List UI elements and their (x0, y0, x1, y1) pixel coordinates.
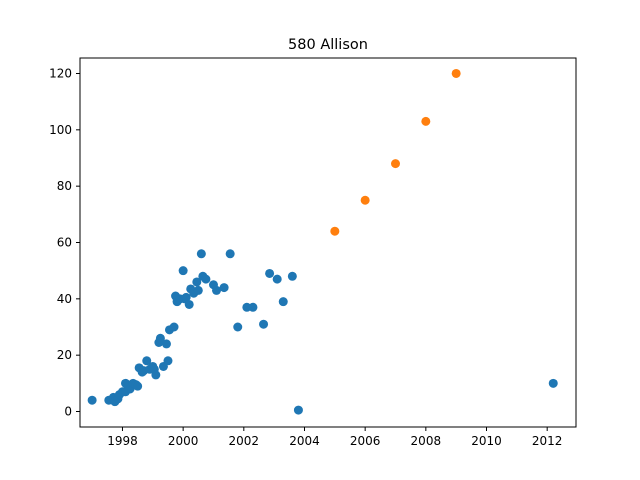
y-tick-label: 40 (57, 292, 72, 306)
scatter-point (163, 356, 173, 366)
scatter-point (330, 226, 340, 236)
scatter-point (212, 285, 222, 295)
scatter-point (201, 274, 211, 284)
scatter-point (248, 302, 258, 312)
y-tick-label: 80 (57, 179, 72, 193)
x-tick-label: 2000 (168, 434, 199, 448)
scatter-point (133, 381, 143, 391)
axes: 1998 2000 2002 2004 2006 2008 2010 2012 0 20 40 60 8… (49, 66, 562, 448)
x-tick-label: 2004 (289, 434, 320, 448)
scatter-point (151, 370, 161, 380)
scatter-point (192, 277, 202, 287)
scatter-point (391, 159, 400, 169)
x-tick-label: 2006 (350, 434, 381, 448)
scatter-point (87, 395, 97, 405)
x-tick-label: 2008 (411, 434, 442, 448)
y-tick-label: 120 (49, 66, 72, 80)
chart-title: 580 Allison (288, 37, 368, 53)
y-tick-label: 100 (49, 123, 72, 137)
scatter-point (259, 319, 269, 329)
y-tick-label: 60 (57, 236, 72, 250)
plot-frame (79, 57, 577, 428)
scatter-point (225, 249, 235, 259)
scatter-point (421, 116, 431, 126)
scatter-point (293, 405, 303, 415)
scatter-point (219, 283, 229, 293)
scatter-point (193, 285, 203, 295)
x-tick-label: 2012 (532, 434, 563, 448)
scatter-point (360, 195, 370, 205)
scatter-point (272, 274, 282, 284)
scatter-point (233, 322, 243, 332)
data-points (87, 68, 558, 415)
x-tick-label: 2010 (471, 434, 502, 448)
y-tick-label: 0 (64, 405, 72, 419)
scatter-point (278, 297, 288, 307)
scatter-point (548, 378, 558, 388)
scatter-point (155, 333, 165, 343)
scatter-point (181, 292, 191, 302)
y-tick-label: 20 (57, 348, 72, 362)
scatter-point (196, 249, 206, 259)
x-tick-label: 2002 (229, 434, 260, 448)
scatter-point (178, 266, 188, 276)
scatter-point (287, 271, 297, 281)
scatter-point (169, 322, 179, 332)
scatter-point (142, 356, 152, 366)
scatter-point (265, 268, 275, 278)
x-tick-label: 1998 (107, 434, 138, 448)
scatter-point (451, 68, 461, 78)
scatter-point (161, 339, 171, 349)
scatter-point (184, 299, 194, 309)
